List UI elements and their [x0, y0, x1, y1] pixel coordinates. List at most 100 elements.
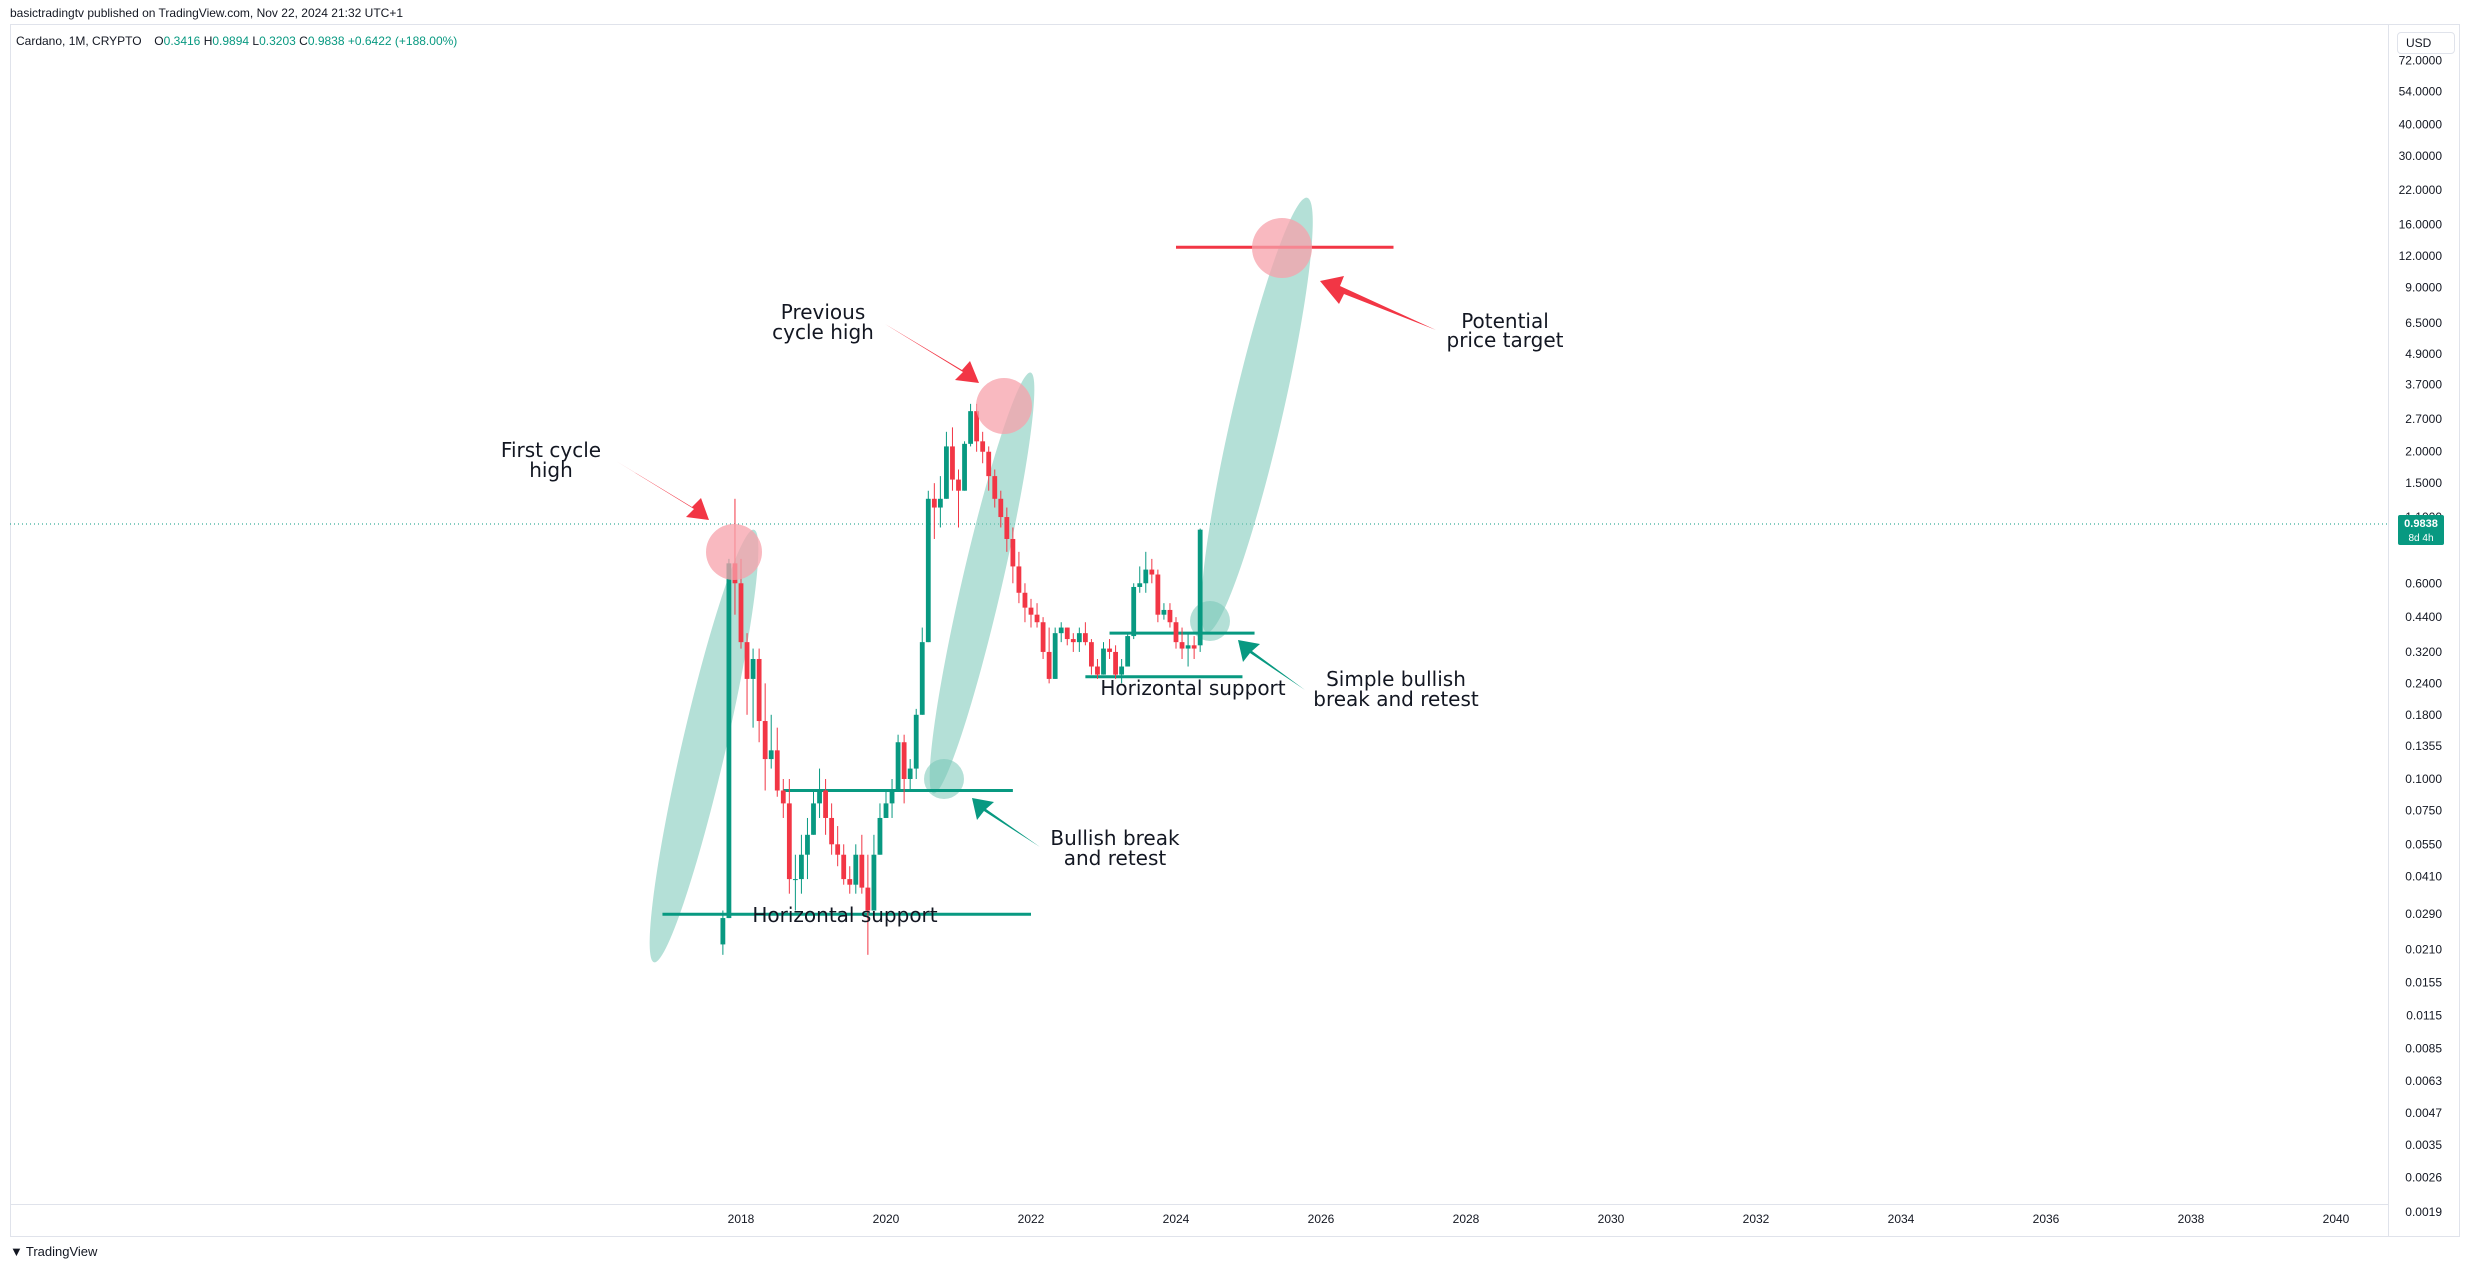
label-bullish-break-1: Bullish break: [1050, 826, 1180, 850]
candle: [1082, 622, 1088, 646]
candle-body: [1197, 529, 1203, 646]
ohlc-open-value: 0.3416: [163, 34, 201, 48]
candle: [768, 714, 774, 769]
price-tick-label: 0.0115: [2406, 1008, 2442, 1022]
label-simple-break-1: Simple bullish: [1326, 667, 1466, 691]
retest-circle-2: [1190, 601, 1230, 641]
candle: [1149, 558, 1155, 584]
candle: [986, 446, 992, 491]
candle-body: [913, 714, 919, 769]
candle-body: [956, 479, 961, 491]
label-price-target-2: price target: [1447, 328, 1564, 352]
candle: [817, 768, 822, 818]
candle-body: [1040, 622, 1046, 652]
candle-body: [1131, 586, 1137, 637]
arrow-first-cycle-high: [616, 461, 709, 520]
candle-body: [968, 411, 973, 444]
candle-body: [907, 768, 913, 779]
candle-body: [1052, 633, 1058, 679]
candle: [1089, 639, 1094, 675]
candle: [1179, 627, 1185, 659]
price-tick-label: 0.6000: [2405, 576, 2442, 590]
label-price-target-1: Potential: [1461, 309, 1549, 333]
highlight-circles: [706, 218, 1312, 580]
candle-body: [853, 854, 859, 885]
candle: [877, 803, 883, 855]
candle: [847, 866, 853, 894]
time-tick-label: 2020: [873, 1212, 900, 1226]
price-tick-label: 6.5000: [2405, 316, 2442, 330]
price-tick-label: 40.0000: [2399, 117, 2443, 131]
candle-body: [792, 879, 798, 881]
candle: [1161, 603, 1167, 620]
label-horizontal-support-1: Horizontal support: [752, 903, 937, 927]
time-tick-label: 2034: [1888, 1212, 1915, 1226]
tradingview-logo[interactable]: ▼ TradingView: [10, 1244, 97, 1259]
label-previous-cycle-high-2: cycle high: [772, 320, 874, 344]
candle-body: [931, 498, 937, 508]
time-axis[interactable]: 2018 2020 2022 2024 2026 2028 2030 2032 2034 2036…: [728, 1212, 2350, 1226]
candle-body: [1167, 609, 1173, 623]
candle: [1125, 633, 1131, 667]
candle-body: [847, 879, 853, 885]
symbol-title[interactable]: Cardano, 1M, CRYPTO: [16, 34, 142, 48]
candle: [811, 790, 816, 835]
candle-body: [1058, 627, 1064, 634]
currency-button[interactable]: USD: [2397, 32, 2455, 54]
time-tick-label: 2018: [728, 1212, 755, 1226]
previous-cycle-high-circle: [976, 378, 1032, 434]
candle: [859, 834, 865, 894]
candle: [944, 431, 949, 499]
candle-body: [756, 658, 762, 722]
price-tick-label: 22.0000: [2399, 183, 2443, 197]
candle: [1131, 583, 1137, 640]
price-tick-label: 2.0000: [2405, 445, 2442, 459]
price-tick-label: 30.0000: [2399, 149, 2443, 163]
price-tick-label: 0.0750: [2405, 803, 2442, 817]
candle-body: [889, 790, 895, 804]
candle: [1155, 569, 1161, 623]
candle-body: [750, 658, 756, 679]
price-tick-label: 16.0000: [2399, 218, 2443, 232]
candle: [1167, 603, 1173, 628]
symbol-legend[interactable]: Cardano, 1M, CRYPTO O0.3416 H0.9894 L0.3…: [16, 34, 457, 48]
label-bullish-break-2: and retest: [1064, 846, 1167, 870]
candle-body: [829, 817, 835, 845]
candle-body: [1070, 639, 1076, 643]
price-tick-label: 9.0000: [2405, 280, 2442, 294]
candle-body: [1119, 666, 1125, 675]
label-simple-break-2: break and retest: [1313, 687, 1479, 711]
price-tick-label: 12.0000: [2399, 249, 2443, 263]
candle: [1040, 617, 1046, 659]
candle: [992, 469, 998, 508]
candle-body: [1185, 645, 1191, 649]
candle: [1070, 633, 1076, 652]
chart-pane[interactable]: [10, 24, 2460, 1237]
candle: [756, 648, 762, 743]
candle-body: [811, 803, 816, 835]
candle: [950, 427, 955, 491]
candle: [1113, 645, 1118, 679]
label-horizontal-support-2: Horizontal support: [1100, 676, 1285, 700]
target-circle: [1252, 218, 1312, 278]
label-first-cycle-high-2: high: [529, 458, 573, 482]
candle: [1173, 617, 1179, 649]
candle: [1107, 639, 1112, 659]
retest-circle-1: [924, 759, 964, 799]
candle: [907, 759, 913, 791]
last-price-badge-bg: [2398, 515, 2444, 545]
candle-body: [1004, 517, 1010, 539]
price-tick-label: 0.0410: [2405, 869, 2442, 883]
candle-body: [1191, 645, 1197, 649]
candle: [962, 441, 967, 491]
candle-body: [799, 854, 804, 880]
candle-body: [859, 854, 865, 888]
ohlc-open-label: O: [154, 34, 164, 48]
candle: [1197, 528, 1203, 652]
candle: [780, 779, 786, 818]
candle: [829, 803, 835, 855]
price-tick-label: 0.0026: [2405, 1171, 2442, 1185]
candle-body: [895, 742, 901, 791]
price-axis[interactable]: 72.0000 54.0000 40.0000 30.0000 22.0000 16.00…: [2399, 53, 2443, 1219]
